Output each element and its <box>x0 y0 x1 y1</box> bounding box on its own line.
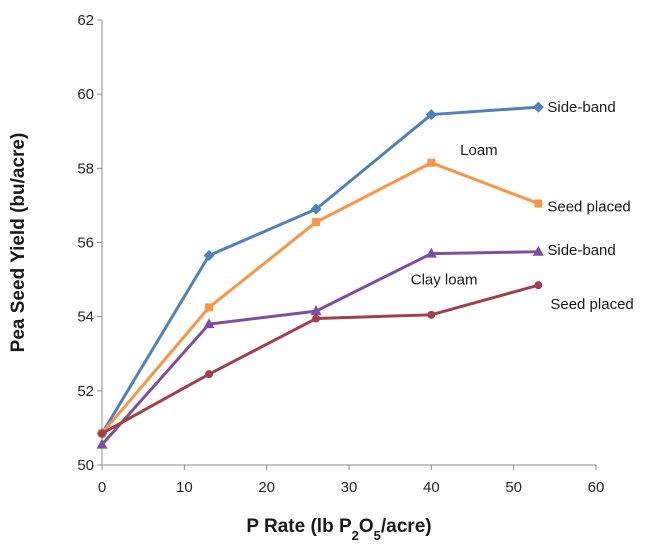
labels-layer: Pea Seed Yield (bu/acre) P Rate (lb P2O5/… <box>8 99 634 542</box>
y-axis-title: Pea Seed Yield (bu/acre) <box>8 133 29 353</box>
x-tick-label: 10 <box>176 479 193 496</box>
data-point-circle <box>98 429 106 438</box>
data-point-diamond <box>532 101 544 113</box>
axes: 50 52 54 56 58 60 62 0 10 20 30 40 50 60 <box>77 12 604 496</box>
data-point-square <box>205 303 214 312</box>
x-axis-title-subscript: 5 <box>374 528 381 543</box>
y-tick-label: 56 <box>77 235 94 252</box>
data-point-triangle <box>96 438 108 449</box>
x-tick-label: 0 <box>98 479 106 496</box>
data-point-circle <box>427 310 436 319</box>
y-tick-label: 62 <box>77 12 94 29</box>
data-point-triangle <box>203 318 215 329</box>
y-tick-label: 54 <box>77 309 94 326</box>
data-point-square <box>534 199 543 208</box>
data-point-diamond <box>203 249 215 261</box>
data-point-triangle <box>310 305 322 316</box>
data-point-diamond <box>310 203 322 215</box>
group-annotation: Loam <box>460 142 498 159</box>
x-axis-title-part: P Rate (lb P <box>246 516 352 537</box>
series-3 <box>96 245 544 449</box>
x-axis-title: P Rate (lb P2O5/acre) <box>246 516 431 542</box>
x-tick-label: 50 <box>505 479 522 496</box>
x-axis-title-part: O <box>359 516 374 537</box>
series-label: Seed placed <box>550 296 633 313</box>
y-tick-label: 52 <box>77 383 94 400</box>
x-axis-title-subscript: 2 <box>352 528 359 543</box>
series-label: Side-band <box>547 99 615 116</box>
data-point-circle <box>534 281 543 290</box>
series-layer <box>96 101 544 449</box>
x-tick-label: 20 <box>258 479 275 496</box>
y-tick-label: 50 <box>77 457 94 474</box>
y-tick-label: 60 <box>77 86 94 103</box>
x-axis-title-part: /acre) <box>381 516 432 537</box>
data-point-square <box>427 158 436 167</box>
series-4 <box>98 281 543 438</box>
data-point-diamond <box>425 109 437 121</box>
x-tick-label: 30 <box>341 479 358 496</box>
data-point-square <box>312 218 321 227</box>
x-tick-label: 40 <box>423 479 440 496</box>
group-annotation: Clay loam <box>411 272 478 289</box>
y-tick-label: 58 <box>77 160 94 177</box>
data-point-triangle <box>425 247 437 258</box>
x-tick-label: 60 <box>588 479 605 496</box>
data-point-triangle <box>532 245 544 256</box>
series-line <box>100 161 539 435</box>
series-label: Side-band <box>547 242 615 259</box>
data-point-circle <box>205 370 214 379</box>
series-label: Seed placed <box>547 199 630 216</box>
series-2 <box>98 158 543 438</box>
data-point-circle <box>312 314 321 323</box>
